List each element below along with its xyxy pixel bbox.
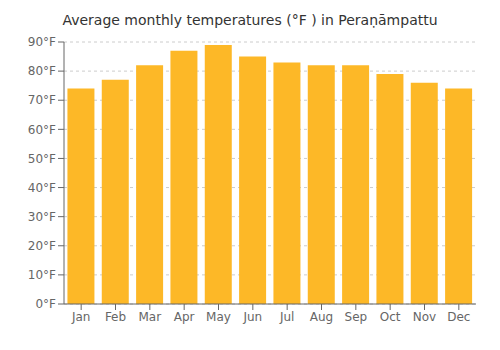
svg-text:90°F: 90°F <box>28 35 56 49</box>
svg-text:60°F: 60°F <box>28 123 56 137</box>
svg-text:May: May <box>206 310 231 324</box>
svg-text:50°F: 50°F <box>28 152 56 166</box>
svg-text:0°F: 0°F <box>35 297 56 311</box>
svg-text:Dec: Dec <box>447 310 470 324</box>
html-text:Average monthly temperatures (: Average monthly temperatures (°F ) in Pe… <box>62 12 438 28</box>
svg-text:Aug: Aug <box>310 310 333 324</box>
svg-text:80°F: 80°F <box>28 64 56 78</box>
svg-text:20°F: 20°F <box>28 239 56 253</box>
svg-text:10°F: 10°F <box>28 268 56 282</box>
svg-text:Sep: Sep <box>345 310 368 324</box>
svg-text:Jun: Jun <box>242 310 262 324</box>
svg-text:40°F: 40°F <box>28 181 56 195</box>
svg-text:Jan: Jan <box>71 310 91 324</box>
svg-text:Feb: Feb <box>105 310 126 324</box>
svg-text:Nov: Nov <box>413 310 436 324</box>
svg-text:70°F: 70°F <box>28 93 56 107</box>
svg-text:Oct: Oct <box>380 310 401 324</box>
svg-text:30°F: 30°F <box>28 210 56 224</box>
svg-text:Mar: Mar <box>139 310 162 324</box>
svg-text:Apr: Apr <box>174 310 195 324</box>
svg-text:Jul: Jul <box>279 310 294 324</box>
